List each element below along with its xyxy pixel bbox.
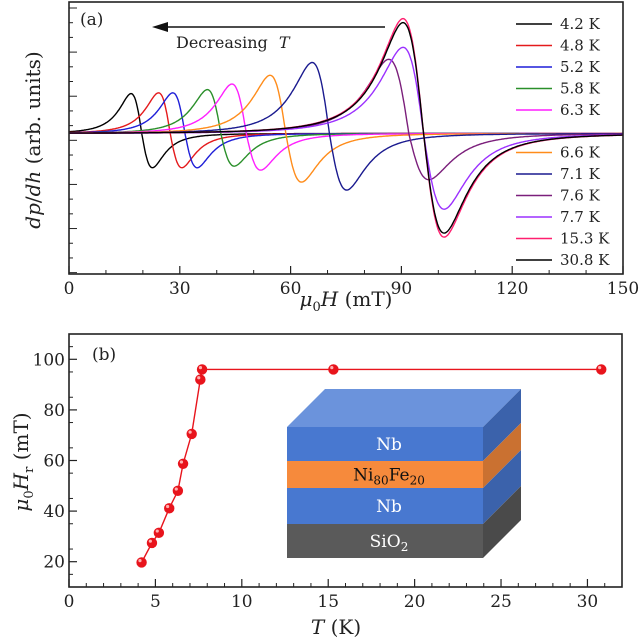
series-line-15-3k	[69, 17, 623, 238]
legend-label: 30.8 K	[560, 251, 610, 269]
b-panel-label: (b)	[92, 345, 116, 365]
b-x-tick-label: 10	[231, 592, 253, 612]
b-x-tick-label: 20	[404, 592, 426, 612]
data-point-highlight	[598, 366, 602, 370]
data-point-highlight	[138, 559, 142, 563]
b-x-tick-label: 0	[64, 592, 75, 612]
a-ticks: 0 30 60 90 120 150	[64, 7, 639, 299]
b-ylabel: μ0Hr (mT)	[9, 412, 37, 511]
data-point	[136, 557, 147, 568]
annotation-var: T	[279, 33, 291, 52]
data-point-highlight	[330, 366, 334, 370]
panel-a: 0 30 60 90 120 150 (a) Decreasing T 4.2 K 4.8 …	[21, 1, 639, 315]
b-x-tick-label: 30	[577, 592, 599, 612]
panel-b: Nb Ni80Fe20 Nb SiO2 0 5 10 15 20 25 30 20 40 60 80 100…	[9, 333, 623, 639]
b-xlabel: T (K)	[311, 615, 361, 639]
b-x-tick-label: 5	[150, 592, 161, 612]
series-line-7-7k	[69, 46, 623, 210]
layer-stack-inset: Nb Ni80Fe20 Nb SiO2	[287, 389, 521, 558]
data-point-highlight	[188, 430, 192, 434]
legend-label: 15.3 K	[560, 230, 610, 248]
legend-label: 4.8 K	[560, 37, 601, 55]
data-point-highlight	[198, 366, 203, 370]
a-x-tick-label: 150	[607, 279, 639, 299]
a-curves	[68, 17, 623, 238]
inset-layer-front	[287, 427, 483, 461]
annotation-text: Decreasing	[176, 33, 268, 52]
series-line-6-3k	[69, 83, 623, 171]
data-point	[153, 527, 165, 539]
a-axes-frame	[68, 1, 624, 275]
a-x-tick-label: 90	[391, 279, 413, 299]
b-y-tick-label: 60	[43, 452, 65, 472]
b-y-tick-label: 100	[33, 350, 65, 370]
b-x-tick-label: 25	[490, 592, 512, 612]
series-line-7-1k	[69, 61, 623, 191]
b-x-tick-label: 15	[317, 592, 339, 612]
legend-label: 7.1 K	[560, 165, 601, 183]
data-point	[196, 364, 208, 375]
data-point	[164, 503, 175, 514]
legend-label: 6.6 K	[560, 144, 601, 162]
data-point-highlight	[174, 487, 178, 491]
a-xlabel: μ0H (mT)	[299, 287, 392, 315]
data-point-highlight	[179, 460, 184, 464]
a-legend: 4.2 K 4.8 K 5.2 K 5.8 K 6.3 K 6.6 K 7.1 K 7.6 K…	[516, 15, 610, 269]
legend-label: 5.2 K	[560, 58, 601, 76]
inset-layer-label: SiO2	[370, 532, 409, 554]
series-line-5-8k	[69, 88, 623, 167]
b-series-points	[136, 364, 607, 568]
a-ylabel: dp/dh (arb. units)	[21, 51, 45, 228]
legend-label: 4.2 K	[560, 15, 601, 33]
inset-layer-side	[483, 486, 521, 558]
arrow-head-icon	[152, 22, 168, 32]
a-x-tick-label: 0	[64, 279, 75, 299]
data-point	[328, 364, 339, 375]
b-ticks: 0 5 10 15 20 25 30 20 40 60 80 100	[33, 346, 606, 612]
data-point-highlight	[155, 529, 159, 533]
data-point-highlight	[197, 376, 201, 380]
decreasing-t-annotation: Decreasing T	[152, 22, 385, 52]
svg-text:Decreasing T: Decreasing T	[176, 33, 291, 52]
inset-layer-label: Nb	[376, 497, 402, 517]
series-line-7-6k	[69, 58, 623, 181]
data-point	[195, 374, 206, 385]
inset-layer-side	[483, 389, 521, 461]
b-y-tick-label: 80	[43, 401, 65, 421]
b-y-tick-label: 20	[43, 553, 65, 573]
data-point	[146, 537, 158, 549]
inset-layer-front	[287, 461, 483, 488]
legend-label: 7.7 K	[560, 208, 601, 226]
a-panel-label: (a)	[80, 10, 103, 30]
a-x-tick-label: 60	[280, 279, 302, 299]
inset-layer-side	[483, 423, 521, 488]
b-y-tick-label: 40	[43, 502, 65, 522]
inset-layer-side	[483, 450, 521, 524]
series-line-30-8k	[69, 21, 623, 234]
legend-label: 7.6 K	[560, 187, 601, 205]
data-point	[596, 364, 607, 375]
data-point	[186, 428, 197, 440]
legend-label: 5.8 K	[560, 80, 601, 98]
data-point	[172, 485, 184, 497]
data-point-highlight	[148, 539, 152, 543]
inset-layer-front	[287, 524, 483, 558]
inset-layer-front	[287, 488, 483, 524]
inset-layer-label: Nb	[376, 435, 402, 455]
legend-label: 6.3 K	[560, 101, 601, 119]
series-line-4-8k	[69, 92, 623, 169]
data-point-highlight	[166, 504, 170, 509]
inset-top-face	[287, 389, 521, 427]
data-point	[177, 458, 189, 469]
inset-layer-label: Ni80Fe20	[353, 466, 425, 488]
a-x-tick-label: 30	[169, 279, 191, 299]
a-x-tick-label: 120	[496, 279, 528, 299]
